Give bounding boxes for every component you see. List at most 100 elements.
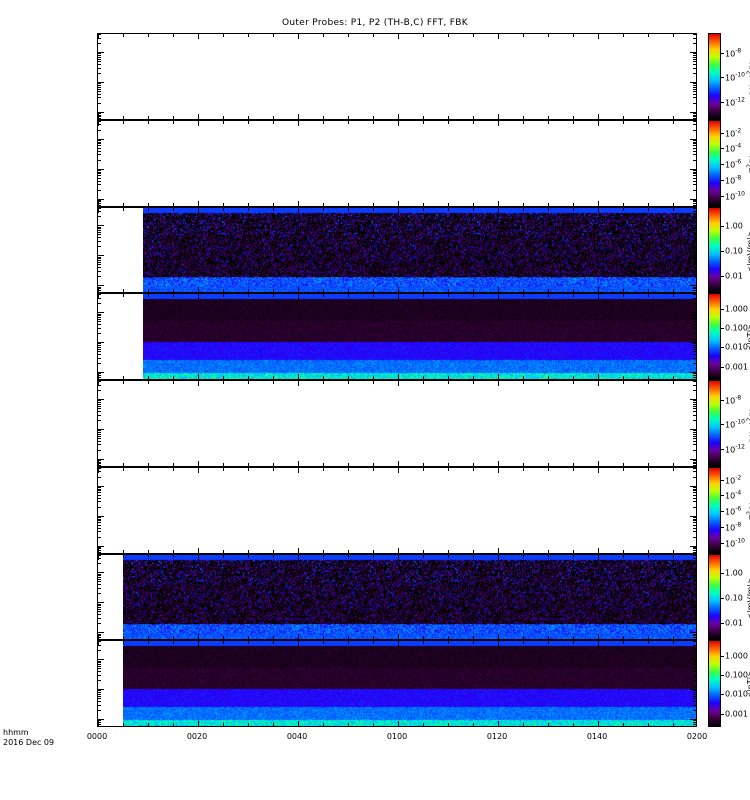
y-axis-tick <box>98 671 101 673</box>
x-axis-minor-tick <box>148 723 149 726</box>
x-axis-minor-tick <box>148 289 149 293</box>
y-axis-tick <box>98 516 101 518</box>
y-axis-tick <box>98 216 101 218</box>
x-axis-minor-tick <box>423 636 424 640</box>
x-axis-minor-tick <box>248 202 249 206</box>
x-axis-minor-tick <box>373 376 374 379</box>
y-axis-tick <box>98 515 104 517</box>
colorbar-cb3: 1.00 0.10 0.01 <|mV/m|> <box>708 206 750 294</box>
y-axis-tick <box>98 312 104 314</box>
y-axis-tick <box>693 605 696 607</box>
y-axis-tick <box>98 351 101 353</box>
x-axis-minor-tick <box>173 376 174 379</box>
y-axis-tick <box>690 572 696 574</box>
y-axis-tick <box>98 324 101 326</box>
y-axis-tick <box>98 577 101 579</box>
y-axis-tick <box>98 315 101 317</box>
x-axis-minor-tick <box>648 289 649 293</box>
x-axis-minor-tick <box>348 34 349 37</box>
x-axis-minor-tick <box>448 294 449 298</box>
colorbar-tick <box>720 132 724 134</box>
y-axis-tick <box>693 403 696 405</box>
y-axis-tick <box>690 342 696 344</box>
y-axis-tick <box>690 225 696 227</box>
x-axis-minor-tick <box>548 554 549 558</box>
x-axis-minor-tick <box>523 34 524 37</box>
y-axis-tick <box>693 228 696 230</box>
y-axis-tick <box>693 536 696 538</box>
x-axis-minor-tick <box>173 462 174 466</box>
x-axis-minor-tick <box>498 120 499 124</box>
x-axis-minor-tick <box>223 34 224 37</box>
y-axis-tick <box>98 638 101 640</box>
x-axis-minor-tick <box>123 120 124 124</box>
x-axis-minor-tick <box>548 641 549 645</box>
x-axis-minor-tick <box>523 467 524 471</box>
x-axis-minor-tick <box>623 467 624 471</box>
y-axis-tick <box>693 264 696 266</box>
y-axis-tick <box>690 515 696 517</box>
x-axis-tick <box>696 468 697 473</box>
y-axis-tick <box>98 572 104 574</box>
y-axis-tick <box>98 467 101 469</box>
x-axis-minor-tick <box>598 381 599 384</box>
x-axis-minor-tick <box>373 723 374 726</box>
y-axis-tick <box>693 518 696 520</box>
y-axis-tick <box>98 97 101 99</box>
x-axis-minor-tick <box>523 202 524 206</box>
colorbar-tick <box>720 713 724 715</box>
y-axis-tick <box>693 662 696 664</box>
y-axis-tick <box>690 372 696 373</box>
x-axis-minor-tick <box>623 34 624 37</box>
x-axis-minor-tick <box>123 294 124 298</box>
y-axis-tick <box>98 145 101 147</box>
x-axis-tick <box>98 374 99 379</box>
x-axis-minor-tick <box>348 202 349 206</box>
x-axis-minor-tick <box>398 723 399 726</box>
x-axis-minor-tick <box>223 554 224 558</box>
x-axis-minor-tick <box>598 207 599 211</box>
colorbar-tick-label: 10-8 <box>725 47 742 58</box>
x-axis-tick <box>98 721 99 726</box>
y-axis-tick <box>693 552 696 553</box>
x-axis-minor-tick <box>623 115 624 119</box>
x-axis-minor-tick <box>473 34 474 37</box>
y-axis-tick <box>98 660 101 662</box>
colorbar-tick <box>720 308 724 310</box>
y-axis-tick <box>98 232 101 234</box>
x-axis-minor-tick <box>548 202 549 206</box>
x-axis-minor-tick <box>273 289 274 293</box>
y-axis-tick <box>98 545 104 547</box>
x-axis-minor-tick <box>498 294 499 298</box>
y-axis-tick <box>98 343 101 345</box>
x-axis-minor-tick <box>398 636 399 640</box>
x-axis-minor-tick <box>173 554 174 558</box>
x-axis-minor-tick <box>498 289 499 293</box>
x-axis-minor-tick <box>498 381 499 384</box>
colorbar-tick <box>720 542 724 544</box>
y-axis-tick <box>690 81 696 83</box>
y-axis-tick <box>693 321 696 323</box>
x-axis-minor-tick <box>498 641 499 645</box>
y-axis-tick <box>98 207 101 209</box>
x-axis-minor-tick <box>523 381 524 384</box>
x-axis-minor-tick <box>573 207 574 211</box>
y-axis-tick <box>98 662 101 664</box>
y-axis-tick <box>98 120 101 122</box>
y-axis-tick <box>693 318 696 320</box>
x-axis-minor-tick <box>548 467 549 471</box>
y-axis-tick <box>693 501 696 503</box>
x-axis-minor-tick <box>423 467 424 471</box>
x-axis-minor-tick <box>473 467 474 471</box>
y-axis-tick <box>693 695 696 697</box>
y-axis-tick <box>98 171 101 173</box>
y-axis-tick <box>98 140 101 142</box>
x-axis-minor-tick <box>273 381 274 384</box>
x-axis-minor-tick <box>623 289 624 293</box>
y-axis-tick <box>98 437 101 439</box>
x-axis-minor-tick <box>248 376 249 379</box>
y-axis-tick <box>693 497 696 499</box>
x-axis-minor-tick <box>273 115 274 119</box>
x-axis-minor-tick <box>398 294 399 298</box>
